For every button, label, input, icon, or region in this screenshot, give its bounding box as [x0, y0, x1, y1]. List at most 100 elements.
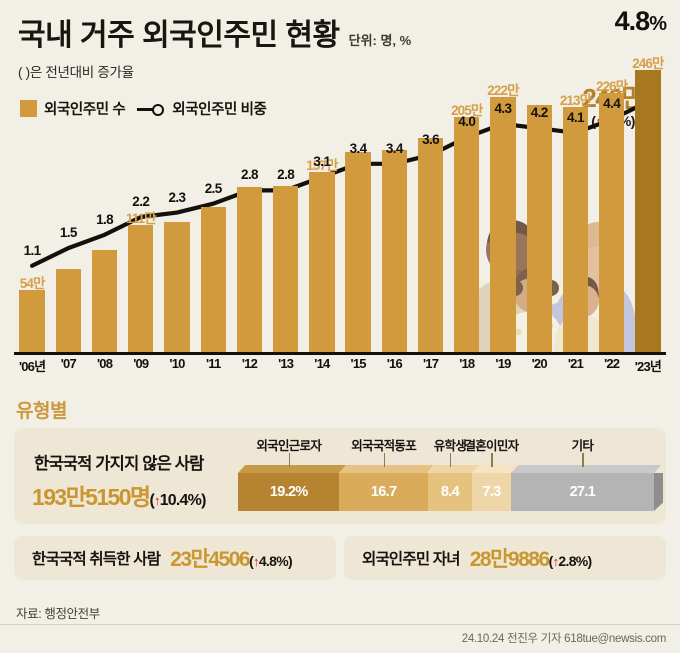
panel-left-row: 한국국적 취득한 사람 23만4506(↑4.8%) — [32, 536, 293, 580]
bar-17 — [417, 138, 444, 352]
stack-segment-caption: 결혼이민자 — [464, 439, 519, 453]
legend-line-marker-icon — [137, 103, 165, 116]
line-point-label: 1.1 — [23, 242, 42, 258]
x-axis-label: '07 — [60, 356, 77, 371]
stack-segment-tick — [449, 453, 452, 467]
stack-segment-1: 16.7 — [339, 473, 428, 511]
footer-divider — [0, 624, 680, 625]
bar-value-label: 226만 — [595, 78, 628, 94]
up-arrow-icon: ↑ — [595, 114, 601, 129]
up-arrow-icon: ↑ — [154, 493, 160, 508]
bar-value-label: 246만 — [632, 55, 664, 71]
credit-line: 24.10.24 전진우 기자 618tue@newsis.com — [461, 633, 667, 645]
stack-segment-4: 27.1 — [510, 473, 654, 511]
delta-close-paren: ) — [630, 113, 636, 129]
x-axis-label: '15 — [350, 356, 367, 371]
x-axis-label: '16 — [386, 356, 403, 371]
panel-right-value: 28만9886(↑2.8%) — [470, 543, 592, 573]
panel-children-of-foreign-residents: 외국인주민 자녀 28만9886(↑2.8%) — [344, 536, 666, 580]
line-point-label: 3.4 — [349, 140, 368, 156]
panel-main-delta: (↑10.4%) — [149, 492, 206, 509]
x-axis-label: '21 — [567, 356, 584, 371]
bar-14 — [309, 171, 335, 352]
combo-chart: 54만 111만 157만 205만 222만 213만 226만 246만 1.1 1.5 1.8… — [14, 40, 666, 352]
x-axis-label: '11 — [206, 356, 221, 371]
x-axis-label: '13 — [278, 356, 294, 371]
legend-swatch-icon — [20, 100, 37, 117]
line-point-label: 1.8 — [96, 211, 114, 227]
panel-left-delta: (↑4.8%) — [249, 553, 293, 569]
stack-segment-tick — [288, 453, 291, 467]
stack-segment-3: 7.3 — [472, 473, 511, 511]
stack-segment-top — [238, 465, 347, 473]
x-axis-label: '20 — [531, 356, 548, 371]
x-axis-label: '19 — [495, 356, 511, 371]
bar-13 — [272, 185, 299, 352]
line-point-label: 1.5 — [59, 225, 78, 241]
bar-value-label: 213만 — [559, 93, 592, 109]
header: 국내 거주 외국인주민 현황 단위: 명, % ( )은 전년대비 증가율 — [18, 10, 662, 81]
x-axis-label: '09 — [133, 356, 149, 371]
panel-right-row: 외국인주민 자녀 28만9886(↑2.8%) — [362, 536, 592, 580]
stack-segment-top — [510, 465, 662, 473]
line-point-label: 4.0 — [458, 114, 476, 130]
line-point-label: 3.6 — [422, 131, 440, 147]
bar-15 — [345, 152, 371, 352]
legend-label-line: 외국인주민 비중 — [172, 102, 267, 118]
x-axis-label: '08 — [96, 356, 113, 371]
stack-segment-caption: 외국인근로자 — [256, 439, 322, 453]
panel-left-delta-close: ) — [287, 553, 293, 569]
bar-21 — [562, 107, 589, 352]
section-title-by-type: 유형별 — [16, 401, 67, 422]
panel-right-number: 28만9886 — [469, 548, 550, 571]
up-arrow-icon: ↑ — [253, 554, 259, 569]
panel-left-number: 23만4506 — [170, 548, 250, 571]
stack-segment-caption: 외국국적동포 — [351, 439, 417, 453]
panel-left-delta-value: 4.8% — [258, 553, 289, 569]
x-axis-label: '14 — [314, 356, 330, 371]
panel-right-delta-close: ) — [587, 553, 593, 569]
highlight-share-suffix: % — [649, 13, 667, 35]
source-note: 자료: 행정안전부 — [16, 607, 100, 621]
panel-right-delta: (↑2.8%) — [548, 553, 593, 569]
x-axis-label: '23년 — [634, 359, 662, 374]
bar-18 — [454, 116, 480, 352]
panel-main-delta-value: 10.4% — [159, 492, 202, 509]
title-row: 국내 거주 외국인주민 현황 단위: 명, % — [18, 10, 662, 54]
bar-09 — [128, 224, 154, 352]
x-axis-label: '18 — [459, 356, 475, 371]
line-point-label: 3.4 — [385, 140, 404, 156]
panel-left-label: 한국국적 취득한 사람 — [32, 551, 161, 568]
page-title: 국내 거주 외국인주민 현황 — [18, 19, 340, 52]
panel-right-delta-open: ( — [548, 553, 554, 569]
chart-legend: 외국인주민 수 외국인주민 비중 — [20, 98, 267, 119]
bar-23 — [635, 69, 661, 352]
legend-item-line: 외국인주민 비중 — [137, 98, 267, 119]
highlight-share-value: 4.8 — [614, 6, 651, 36]
bar-16 — [381, 149, 407, 352]
line-point-label: 2.2 — [132, 194, 150, 210]
panel-right-delta-value: 2.8% — [558, 553, 588, 569]
line-point-label: 4.1 — [566, 109, 585, 125]
bar-12 — [236, 186, 263, 352]
stack-segment-caption: 유학생 — [433, 439, 467, 453]
delta-open-paren: ( — [591, 113, 596, 129]
bar-value-label: 54만 — [19, 276, 46, 291]
bar-06 — [19, 290, 45, 352]
panel-main-delta-close: ) — [201, 492, 206, 509]
unit-note: 단위: 명, % — [348, 33, 412, 48]
panel-main-value: 193만5150명(↑10.4%) — [32, 478, 206, 512]
bar-11 — [200, 207, 226, 352]
stack-segment-0: 19.2% — [238, 473, 340, 511]
subnote: ( )은 전년대비 증가율 — [18, 65, 134, 80]
line-point-label: 2.8 — [240, 167, 259, 183]
stack-segment-caption: 기타 — [571, 439, 594, 453]
highlight-share: 4.8% — [614, 6, 667, 37]
up-arrow-icon: ↑ — [552, 554, 559, 569]
stack-side-face — [654, 473, 663, 511]
x-axis-line — [14, 352, 666, 355]
bar-value-label: 111만 — [125, 210, 157, 226]
bar-22 — [598, 92, 625, 352]
x-axis-label: '10 — [169, 356, 185, 371]
